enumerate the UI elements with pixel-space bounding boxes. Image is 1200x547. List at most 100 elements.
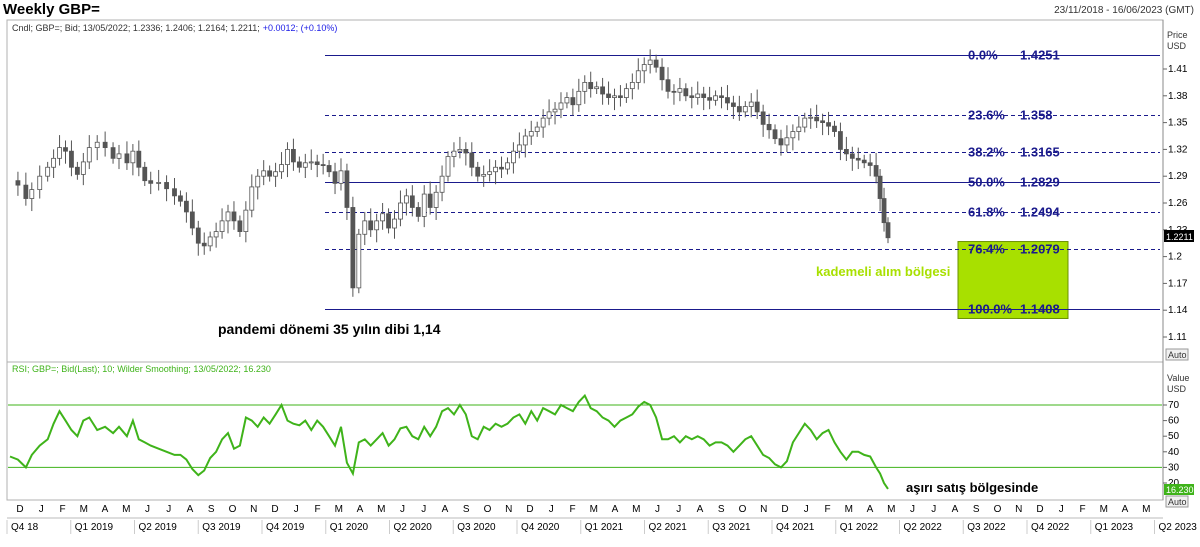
candle-body [302,162,308,168]
rsi-auto-button[interactable] [1165,495,1189,508]
candle-body [647,59,653,65]
month-tick-label: J [655,504,660,515]
month-tick-label: M [1142,504,1150,515]
rsi-axis-unit: USD [1167,384,1187,394]
rsi-y-ticks: 70 60 50 40 30 20 [1163,400,1180,489]
quarter-tick-label: Q1 2022 [840,522,879,533]
price-tick-label: 1.35 [1168,118,1188,129]
price-axis-title: Price [1167,30,1188,40]
month-tick-label: A [187,504,194,515]
candle-body [362,220,368,235]
candle-body [534,126,540,132]
month-tick-label: M [1100,504,1108,515]
candle-body [344,170,350,208]
candle-body [380,213,386,222]
chart-title: Weekly GBP= [3,1,100,18]
month-tick-label: M [335,504,343,515]
candle-body [116,153,122,159]
candle-body [600,86,606,95]
candle-body [178,195,183,202]
candle-body [261,170,267,177]
candle-body [546,111,552,119]
candle-body [796,126,802,132]
price-auto-button[interactable] [1165,348,1189,361]
candle-body [873,165,879,177]
month-tick-label: N [505,504,512,515]
month-tick-label: J [549,504,554,515]
candle-body [398,202,403,220]
candle-body [635,70,641,83]
quarter-tick-label: Q2 2021 [649,522,688,533]
quarter-tick-label: Q4 2021 [776,522,815,533]
candle-body [665,79,671,92]
candle-body [855,157,861,161]
month-tick-label: J [910,504,915,515]
rsi-bands [8,404,1162,468]
candle-body [57,147,62,159]
rsi-tick-label: 30 [1168,462,1180,473]
candle-body [45,166,51,177]
candle-body [350,207,356,289]
candle-body [439,175,445,193]
month-tick-label: M [377,504,385,515]
quarter-tick-label: Q4 2020 [521,522,560,533]
candle-body [558,102,564,110]
pandemic-note: pandemi dönemi 35 yılın dibi 1,14 [218,321,441,337]
candle-body [849,153,855,159]
price-tick-label: 1.17 [1168,278,1188,289]
candle-body [843,148,849,155]
candle-body [94,141,100,149]
month-tick-label: D [271,504,278,515]
rsi-tick-label: 20 [1168,478,1180,489]
candle-body [861,159,867,164]
candle-body [451,150,457,157]
candle-body [427,193,433,208]
month-tick-label: N [1015,504,1022,515]
candle-body [469,152,475,168]
candle-body [766,123,772,131]
month-tick-label: N [250,504,257,515]
candle-body [826,122,831,127]
quarter-tick-label: Q2 2022 [904,522,943,533]
candle-body [695,93,701,98]
candle-body [814,116,820,122]
price-tick-label: 1.26 [1168,198,1188,209]
month-tick-label: J [931,504,936,515]
quarter-tick-label: Q3 2019 [202,522,241,533]
price-tick-label: 1.32 [1168,144,1188,155]
oversold-note: aşırı satış bölgesinde [906,480,1038,495]
candle-body [23,184,29,199]
candle-body [736,106,742,113]
month-tick-label: A [442,504,449,515]
month-tick-label: A [612,504,619,515]
candle-body [183,200,189,213]
candle-body [392,218,397,229]
candle-body [356,233,362,289]
candle-body [110,147,116,159]
candle-body [249,186,255,211]
candle-body [487,171,493,175]
candle-body [433,191,439,208]
month-tick-label: D [781,504,788,515]
candle-body [742,106,748,113]
fib-value: 1.2494 [1020,204,1061,219]
candle-body [505,162,510,170]
quarter-tick-label: Q4 2019 [266,522,305,533]
candle-body [713,95,718,101]
candle-body [641,64,647,72]
quarter-tick-label: Q4 2022 [1031,522,1070,533]
candle-body [37,175,43,190]
candle-body [130,150,136,164]
candle-body [124,153,130,164]
rsi-series [9,393,889,490]
candle-body [701,93,707,98]
candle-body [725,97,730,104]
month-tick-label: A [867,504,874,515]
candle-body [415,207,421,217]
fib-label: 23.6% [968,107,1005,122]
month-tick-label: J [804,504,809,515]
candle-body [885,222,891,239]
last-price-tag [1164,230,1194,242]
candle-body [326,165,332,173]
